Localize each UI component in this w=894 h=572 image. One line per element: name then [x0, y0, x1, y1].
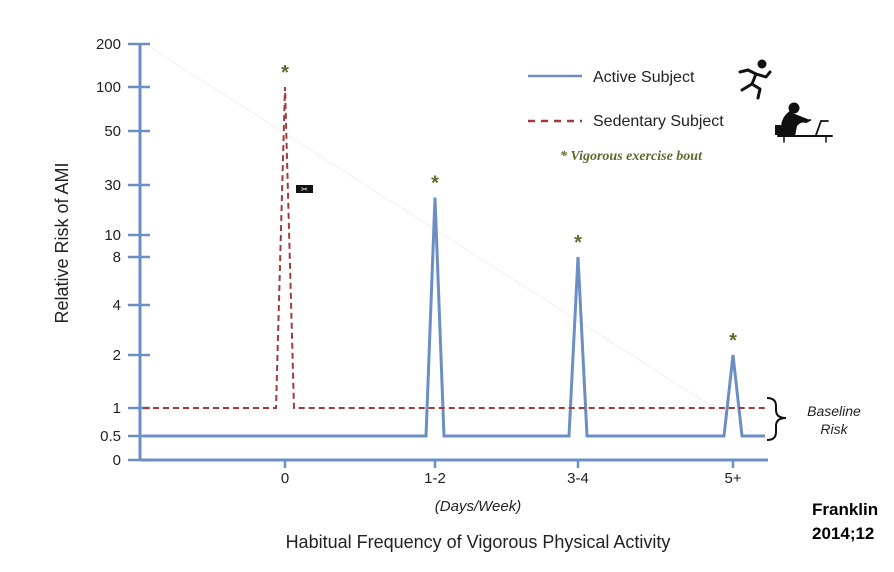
baseline-label-line1: Baseline — [807, 403, 861, 419]
desk-worker-icon — [775, 102, 833, 143]
x-units-label: (Days/Week) — [435, 498, 521, 515]
y-axis-title: Relative Risk of AMI — [52, 162, 72, 323]
y-tick-label: 10 — [104, 227, 121, 244]
y-tick-label: 4 — [113, 297, 121, 314]
y-tick-label: 0.5 — [100, 428, 121, 445]
legend-label-sedentary: Sedentary Subject — [593, 113, 724, 130]
exercise-bout-star: * — [729, 330, 737, 352]
exercise-bout-star: * — [281, 62, 289, 84]
runner-icon — [738, 59, 772, 100]
legend: Active Subject Sedentary Subject * Vigor… — [528, 59, 833, 164]
citation-line1: Franklin — [812, 500, 879, 519]
y-tick-label: 8 — [113, 249, 121, 266]
exercise-bout-star: * — [431, 173, 439, 195]
vigorous-bout-note: * Vigorous exercise bout — [560, 149, 703, 164]
scissors-marker: ✂ — [296, 185, 313, 194]
legend-label-active: Active Subject — [593, 69, 695, 86]
series-active-line — [143, 197, 765, 438]
y-tick-label: 1 — [113, 400, 121, 417]
y-tick-label: 50 — [104, 123, 121, 140]
faint-diagonal-guide — [147, 45, 753, 433]
y-tick-label: 2 — [113, 347, 121, 364]
series-sedentary-line — [143, 86, 765, 409]
x-tick-label: 0 — [281, 470, 289, 487]
y-tick-label: 200 — [96, 36, 121, 53]
x-tick-label: 3-4 — [567, 470, 589, 487]
svg-text:✂: ✂ — [301, 185, 308, 194]
baseline-risk-bracket: Baseline Risk — [766, 397, 861, 441]
exercise-bout-star: * — [574, 232, 582, 254]
y-tick-label: 100 — [96, 79, 121, 96]
citation-line2: 2014;12 — [812, 524, 875, 543]
y-tick-label: 30 — [104, 177, 121, 194]
x-tick-label: 5+ — [724, 470, 741, 487]
y-tick-label: 0 — [113, 452, 121, 469]
x-axis-title: Habitual Frequency of Vigorous Physical … — [286, 532, 671, 552]
x-tick-label: 1-2 — [424, 470, 446, 487]
baseline-label-line2: Risk — [820, 421, 848, 437]
